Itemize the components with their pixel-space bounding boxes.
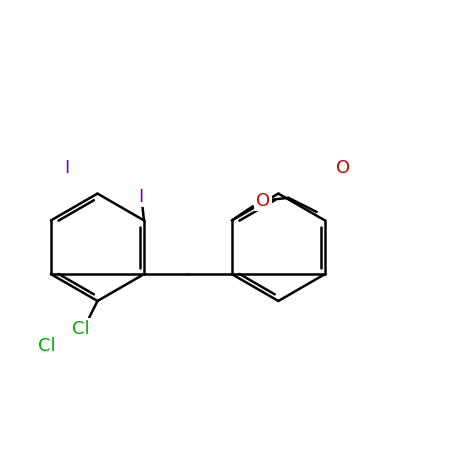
- Text: O: O: [256, 192, 270, 210]
- Text: Cl: Cl: [38, 337, 56, 355]
- Text: O: O: [336, 159, 350, 177]
- Text: I: I: [64, 159, 69, 177]
- Text: Cl: Cl: [72, 320, 89, 338]
- Text: I: I: [138, 188, 144, 206]
